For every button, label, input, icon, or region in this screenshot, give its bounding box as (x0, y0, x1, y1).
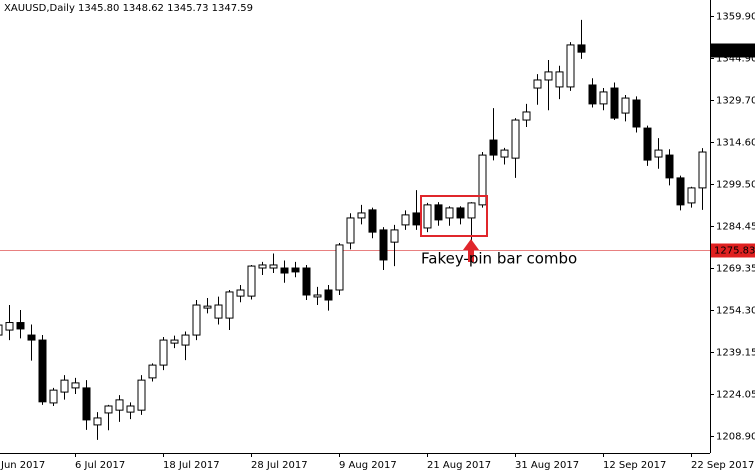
candle-body (676, 177, 685, 206)
candle-body (269, 264, 278, 269)
y-tick-label: 1224.05 (716, 390, 755, 401)
candle-body (104, 405, 113, 414)
candle-body (467, 202, 476, 219)
candle-body (5, 322, 14, 331)
candle-body (621, 97, 630, 114)
candle-body (412, 212, 421, 226)
candle-body (159, 339, 168, 366)
candle-body (324, 289, 333, 301)
candle-body (236, 289, 245, 297)
x-tick-label: 31 Aug 2017 (515, 460, 579, 471)
candle-body (71, 382, 80, 389)
y-tick-label: 1314.60 (716, 138, 755, 149)
highlight-box (420, 195, 488, 237)
plot-area (0, 19, 710, 440)
candle-body (610, 87, 619, 119)
candle-body (698, 151, 707, 189)
candle-body (368, 209, 377, 233)
candle-body (27, 334, 36, 341)
candle-body (0, 324, 3, 336)
candle-body (599, 91, 608, 105)
candle-body (445, 207, 454, 219)
candle-body (291, 267, 300, 273)
y-tick-label: 1269.35 (716, 264, 755, 275)
candle-body (225, 291, 234, 319)
candle-body (478, 154, 487, 206)
candle-body (577, 44, 586, 53)
y-tick-label: 1254.30 (716, 306, 755, 317)
candle-body (93, 417, 102, 426)
y-tick-label: 1284.45 (716, 222, 755, 233)
x-tick-label: Jun 2017 (0, 460, 45, 471)
y-tick-label: 1329.70 (716, 96, 755, 107)
level-label: 1275.83 (714, 246, 755, 257)
candle-body (423, 204, 432, 229)
candle-body (434, 204, 443, 221)
last-price-box (711, 43, 755, 58)
candle-body (665, 154, 674, 179)
candle-body (82, 387, 91, 421)
candle-body (214, 304, 223, 319)
candle-body (181, 334, 190, 346)
candle-body (390, 229, 399, 243)
candle-body (313, 294, 322, 298)
candle-body (632, 99, 641, 128)
y-tick-label: 1239.15 (716, 348, 755, 359)
candle-body (346, 217, 355, 244)
candle-body (280, 267, 289, 274)
candle-body (401, 214, 410, 226)
y-tick-label: 1359.90 (716, 12, 755, 23)
candle-body (511, 119, 520, 159)
candle-body (38, 339, 47, 403)
x-tick-label: 6 Jul 2017 (75, 460, 125, 471)
y-tick-label: 1299.50 (716, 180, 755, 191)
candle-body (192, 304, 201, 336)
candle-body (148, 364, 157, 379)
candle-body (500, 149, 509, 158)
candle-body (60, 379, 69, 393)
x-tick-label: 22 Sep 2017 (691, 460, 754, 471)
y-tick-label: 1208.90 (716, 432, 755, 443)
candle-body (533, 79, 542, 89)
y-tick-label: 1344.90 (716, 54, 755, 65)
candle-body (357, 212, 366, 219)
x-tick-label: 18 Jul 2017 (163, 460, 220, 471)
chart-title: XAUUSD,Daily 1345.80 1348.62 1345.73 134… (4, 3, 253, 14)
candle-body (544, 71, 553, 81)
candle-body (379, 229, 388, 261)
candle-body (522, 111, 531, 121)
candle-body (654, 149, 663, 158)
x-tick-label: 12 Sep 2017 (603, 460, 666, 471)
x-tick-label: 9 Aug 2017 (339, 460, 397, 471)
candle-body (170, 339, 179, 344)
candle-body (555, 71, 564, 88)
candle-body (247, 265, 256, 297)
candle-body (302, 267, 311, 296)
candle-body (126, 405, 135, 413)
last-price-label: 1347.59 (714, 46, 755, 57)
candle-body (566, 44, 575, 88)
candle-body (258, 264, 267, 269)
candle-body (335, 244, 344, 291)
candle-body (137, 379, 146, 411)
candle-body (49, 389, 58, 404)
candle-body (643, 127, 652, 161)
arrow (463, 239, 479, 262)
candle-body (115, 399, 124, 411)
candle-body (16, 322, 25, 330)
candle-body (588, 84, 597, 105)
candle-body (489, 139, 498, 156)
annotation-text: Fakey-pin bar combo (421, 250, 577, 268)
x-tick-label: 28 Jul 2017 (251, 460, 308, 471)
x-tick-label: 21 Aug 2017 (427, 460, 491, 471)
candle-body (203, 305, 212, 309)
candle-body (456, 207, 465, 219)
candle-body (687, 187, 696, 204)
level-label-box (711, 243, 755, 258)
